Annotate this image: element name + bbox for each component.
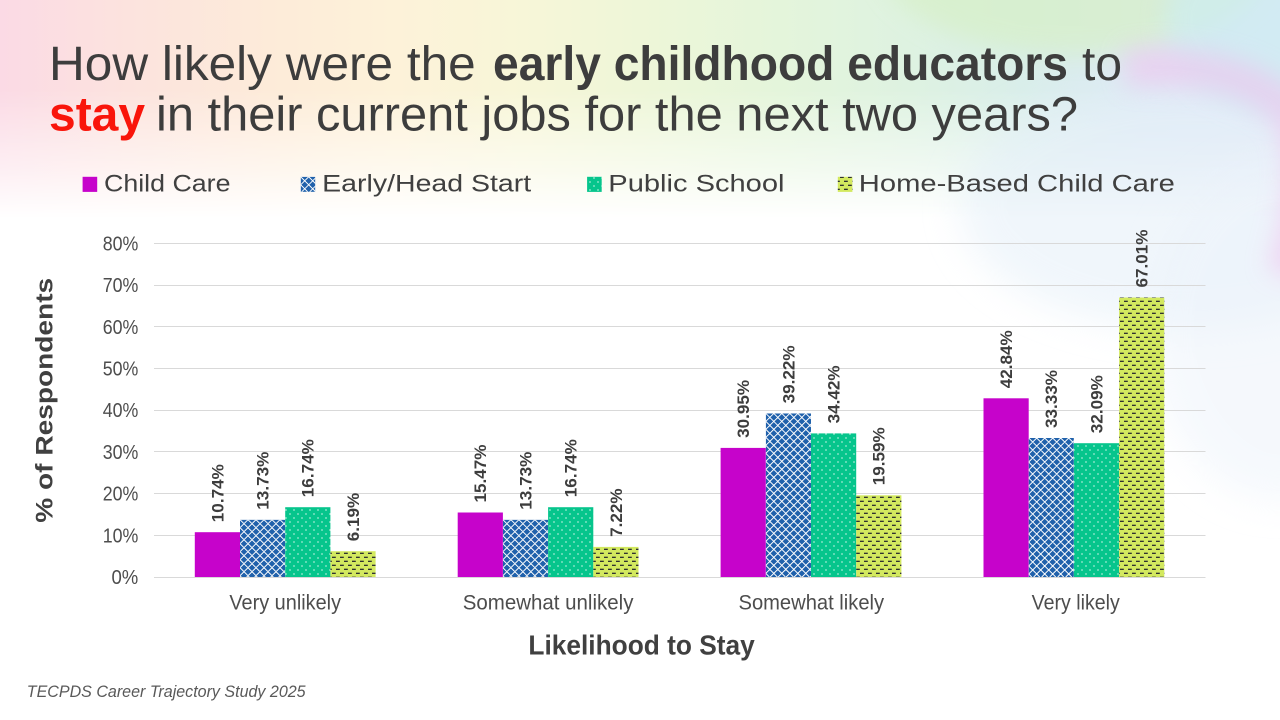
svg-text:to: to <box>1082 38 1122 91</box>
svg-text:13.73%: 13.73% <box>517 451 535 509</box>
svg-text:42.84%: 42.84% <box>998 330 1016 388</box>
svg-text:in their current jobs for the: in their current jobs for the next two y… <box>156 89 1078 142</box>
svg-text:Somewhat unlikely: Somewhat unlikely <box>463 590 634 614</box>
svg-text:TECPDS Career Trajectory Study: TECPDS Career Trajectory Study 2025 <box>27 682 306 701</box>
svg-text:Very likely: Very likely <box>1032 590 1120 614</box>
svg-text:stay: stay <box>49 89 145 142</box>
svg-text:Likelihood to Stay: Likelihood to Stay <box>528 630 755 661</box>
svg-text:Very unlikely: Very unlikely <box>229 590 341 614</box>
svg-text:Somewhat likely: Somewhat likely <box>739 590 885 614</box>
svg-text:33.33%: 33.33% <box>1043 370 1061 428</box>
svg-text:39.22%: 39.22% <box>780 345 798 403</box>
svg-text:10.74%: 10.74% <box>209 464 227 522</box>
svg-text:Public School: Public School <box>608 171 784 198</box>
svg-text:16.74%: 16.74% <box>563 439 581 497</box>
svg-text:70%: 70% <box>103 274 139 297</box>
svg-text:80%: 80% <box>103 232 139 255</box>
svg-text:% of Respondents: % of Respondents <box>32 278 59 523</box>
svg-text:16.74%: 16.74% <box>300 439 318 497</box>
svg-text:34.42%: 34.42% <box>826 365 844 423</box>
svg-text:13.73%: 13.73% <box>255 451 273 509</box>
svg-text:20%: 20% <box>103 483 139 506</box>
svg-text:30%: 30% <box>103 441 139 464</box>
svg-text:67.01%: 67.01% <box>1134 229 1152 287</box>
svg-text:7.22%: 7.22% <box>608 488 626 537</box>
svg-text:10%: 10% <box>103 524 139 547</box>
svg-text:6.19%: 6.19% <box>345 492 363 541</box>
svg-text:early childhood educators: early childhood educators <box>493 38 1068 91</box>
svg-text:30.95%: 30.95% <box>735 380 753 438</box>
svg-text:Home-Based Child Care: Home-Based Child Care <box>859 171 1175 198</box>
svg-text:32.09%: 32.09% <box>1088 375 1106 433</box>
svg-text:Early/Head Start: Early/Head Start <box>322 171 531 198</box>
svg-text:60%: 60% <box>103 316 139 339</box>
svg-text:15.47%: 15.47% <box>472 444 490 502</box>
svg-text:How likely were the: How likely were the <box>49 38 476 91</box>
svg-text:40%: 40% <box>103 399 139 422</box>
svg-text:0%: 0% <box>112 566 139 589</box>
svg-text:50%: 50% <box>103 358 139 381</box>
svg-text:19.59%: 19.59% <box>871 427 889 485</box>
svg-text:Child Care: Child Care <box>104 171 231 198</box>
